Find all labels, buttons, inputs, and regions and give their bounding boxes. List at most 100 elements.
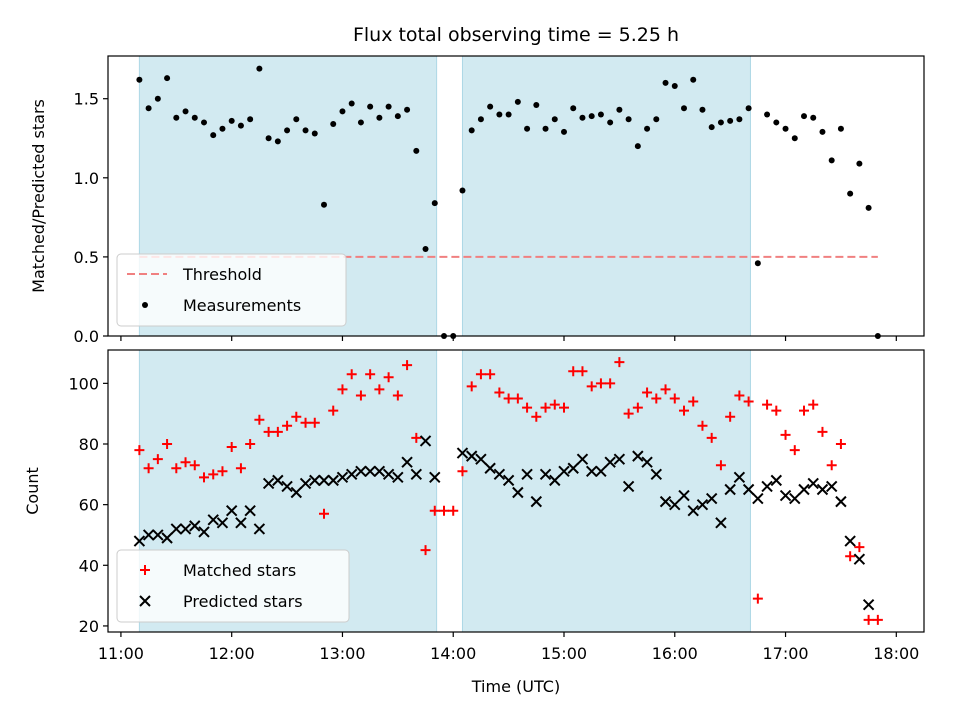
data-point [385,103,392,110]
data-point [256,65,263,72]
data-point [764,111,771,118]
data-point [228,117,235,124]
data-point [263,426,274,437]
data-point [392,390,403,401]
data-point [357,119,364,126]
data-point [309,417,320,428]
data-point [828,157,835,164]
x-tick-label: 11:00 [98,644,144,663]
data-point [551,116,558,123]
data-point [235,517,247,529]
data-point [826,460,837,471]
data-point [337,384,348,395]
data-point [475,369,486,380]
data-point [542,125,549,132]
data-point [579,114,586,121]
x-tick-label: 18:00 [873,644,919,663]
data-point [586,381,597,392]
data-point [189,460,200,471]
data-point [825,480,838,493]
data-point [133,535,146,547]
data-point [512,486,524,499]
data-point [431,200,438,207]
data-point [715,460,726,471]
data-point [752,593,763,604]
data-point [145,105,152,112]
data-point [613,453,626,465]
y-tick-label: 60 [79,496,99,515]
data-point [339,108,346,115]
data-point [422,245,429,252]
data-point [299,477,312,490]
data-point [355,465,367,477]
y-tick-label: 100 [68,374,99,393]
data-point [522,402,533,413]
data-point [364,465,376,477]
data-point [810,114,817,121]
x-tick-label: 13:00 [319,644,365,663]
data-point [845,551,856,562]
data-point [847,190,854,197]
data-point [671,83,678,90]
x-tick-label: 12:00 [209,644,255,663]
data-point [780,429,791,440]
data-point [419,435,432,447]
data-point [549,399,560,410]
data-point [533,102,540,109]
data-point [189,520,201,532]
data-point [745,105,752,112]
data-point [789,445,800,456]
y-tick-label: 0.0 [74,327,99,346]
data-point [715,517,727,529]
legend-swatch [142,302,148,308]
data-point [743,396,754,407]
data-point [456,447,469,459]
data-point [659,495,672,508]
data-point [382,468,395,481]
data-point [210,132,217,139]
data-point [448,505,459,516]
data-point [595,465,607,477]
data-point [872,614,883,625]
data-point [302,127,309,134]
data-point [420,545,431,556]
data-point [219,125,226,132]
data-point [182,108,189,115]
data-point [622,480,635,493]
data-point [854,542,865,553]
data-point [650,468,663,481]
data-point [152,529,164,541]
data-point [789,492,801,505]
data-point [862,599,875,611]
legend-box [116,549,350,623]
data-point [373,465,386,477]
axes-frame [107,349,925,633]
data-point [531,411,542,422]
y-tick-label: 20 [79,617,99,636]
data-point [754,260,761,267]
data-point [660,384,671,395]
data-point [154,95,161,102]
ratio-subplot: 0.0 0.5 1.0 1.5 Matched/Predicted stars Thres… [29,55,925,346]
data-point [161,532,173,544]
shaded-interval-2 [461,55,751,337]
data-point [770,474,783,487]
data-point [235,463,246,474]
legend-label: Threshold [182,265,262,284]
data-point [429,505,440,516]
y-tick-label: 1.0 [74,169,99,188]
data-point [681,105,687,112]
data-point [327,474,339,487]
data-point [771,405,782,416]
y-axis-label: Matched/Predicted stars [29,99,48,293]
data-point [477,116,484,123]
data-point [199,472,209,483]
legend: Matched stars Predicted stars [116,549,350,623]
data-point [345,468,358,481]
data-point [705,492,718,505]
y-tick-label: 40 [79,556,99,575]
legend: Threshold Measurements [116,253,347,327]
data-point [171,463,182,474]
data-point [134,445,145,456]
data-point [662,79,669,86]
